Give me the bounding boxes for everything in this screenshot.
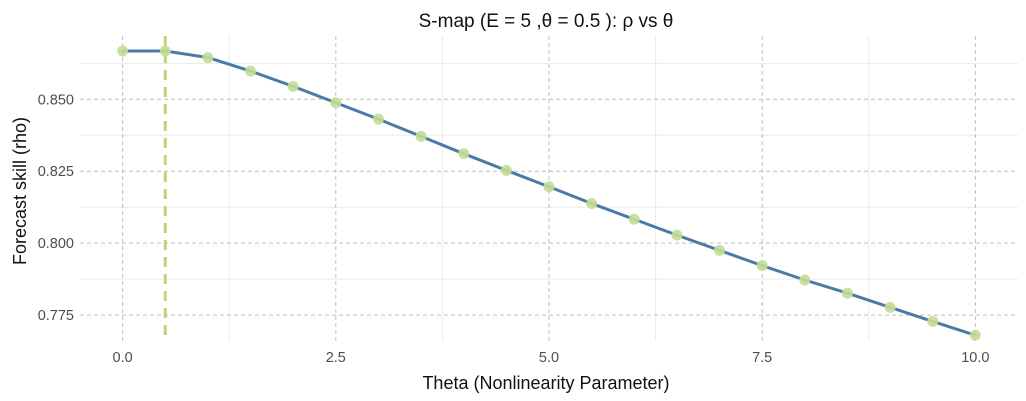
y-axis-title: Forecast skill (rho) [10,117,30,265]
x-axis-title: Theta (Nonlinearity Parameter) [422,373,669,393]
y-tick-label-1: 0.800 [38,236,74,252]
data-point-0 [117,45,129,57]
chart-title: S-map (E = 5 ,θ = 0.5 ): ρ vs θ [419,11,674,32]
x-tick-label-1: 2.5 [326,350,346,366]
data-point-11 [586,197,598,209]
data-point-10 [543,181,555,193]
data-point-3 [245,65,257,77]
data-point-5 [330,97,342,109]
x-tick-label-2: 5.0 [539,350,559,366]
data-point-6 [372,113,384,125]
data-point-20 [969,329,981,341]
data-point-8 [458,148,470,160]
x-tick-label-3: 7.5 [752,350,772,366]
data-point-7 [415,130,427,142]
data-point-18 [884,301,896,313]
x-tick-label-4: 10.0 [961,350,989,366]
major-gridlines [80,36,1018,341]
data-point-13 [671,229,683,241]
data-point-16 [799,274,811,286]
x-tick-label-0: 0.0 [113,350,133,366]
y-tick-label-3: 0.850 [38,92,74,108]
data-point-19 [927,315,939,327]
data-point-2 [202,52,214,64]
data-point-14 [714,244,726,256]
data-point-1 [159,45,171,57]
points-layer [117,45,981,341]
x-tick-labels: 0.0 2.5 5.0 7.5 10.0 [113,350,990,366]
data-point-15 [756,260,768,272]
y-tick-label-0: 0.775 [38,308,74,324]
data-point-17 [841,287,853,299]
data-point-12 [628,213,640,225]
data-point-4 [287,80,299,92]
y-tick-labels: 0.775 0.800 0.825 0.850 [38,92,74,324]
data-point-9 [500,164,512,176]
y-tick-label-2: 0.825 [38,164,74,180]
